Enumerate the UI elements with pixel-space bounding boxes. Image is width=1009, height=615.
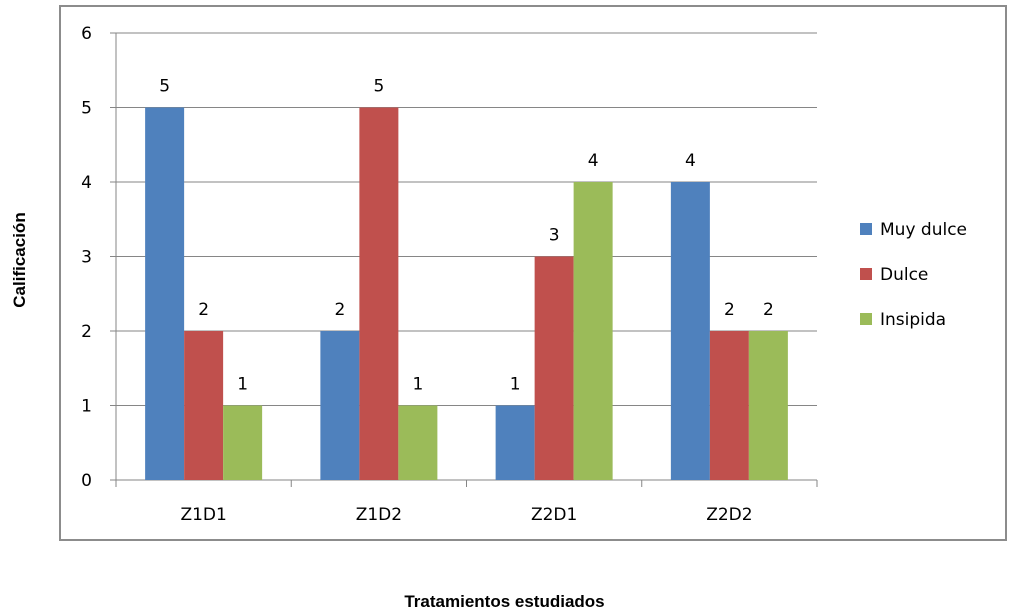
legend-label: Muy dulce (880, 220, 967, 240)
data-label: 1 (510, 375, 521, 395)
y-tick-label: 1 (81, 397, 92, 417)
legend-swatch-dulce (860, 268, 872, 280)
data-label: 3 (549, 226, 560, 246)
data-label: 2 (724, 300, 735, 320)
bar-dulce-z2d2 (709, 331, 749, 480)
bar-insipida-z1d2 (398, 405, 438, 480)
y-tick-label: 5 (81, 99, 92, 119)
bar-muy-dulce-z2d1 (495, 405, 535, 480)
data-label: 2 (198, 300, 209, 320)
bar-insipida-z2d1 (573, 182, 613, 480)
x-tick-label: Z1D1 (180, 505, 226, 525)
bar-insipida-z2d2 (748, 331, 788, 480)
bar-dulce-z1d1 (184, 331, 224, 480)
data-label: 4 (685, 151, 696, 171)
bar-muy-dulce-z2d2 (670, 182, 710, 480)
legend-swatch-insipida (860, 313, 872, 325)
data-label: 1 (412, 375, 423, 395)
data-labels: 5 2 1 2 5 1 1 3 4 4 2 2 (159, 77, 774, 395)
x-axis-title: Tratamientos estudiados (404, 592, 605, 611)
data-label: 4 (588, 151, 599, 171)
data-label: 5 (159, 77, 170, 97)
x-tick-label: Z2D2 (706, 505, 752, 525)
y-tick-label: 2 (81, 322, 92, 342)
bar-muy-dulce-z1d2 (320, 331, 360, 480)
y-axis-title: Calificación (10, 212, 29, 308)
legend-label: Insipida (880, 310, 946, 330)
x-tick-label: Z2D1 (531, 505, 577, 525)
bar-dulce-z2d1 (534, 256, 574, 480)
y-tick-labels: 0 1 2 3 4 5 6 (81, 24, 92, 491)
data-label: 2 (763, 300, 774, 320)
y-tick-label: 6 (81, 24, 92, 44)
data-label: 2 (334, 300, 345, 320)
legend: Muy dulce Dulce Insipida (860, 220, 967, 330)
y-tick-label: 0 (81, 471, 92, 491)
data-label: 1 (237, 375, 248, 395)
bars (145, 107, 788, 480)
y-tick-label: 4 (81, 173, 92, 193)
x-tick-labels: Z1D1 Z1D2 Z2D1 Z2D2 (180, 505, 752, 525)
bar-insipida-z1d1 (223, 405, 263, 480)
y-tick-label: 3 (81, 248, 92, 268)
legend-label: Dulce (880, 265, 928, 285)
data-label: 5 (373, 77, 384, 97)
x-tick-label: Z1D2 (356, 505, 402, 525)
legend-swatch-muy-dulce (860, 223, 872, 235)
bar-muy-dulce-z1d1 (145, 107, 185, 480)
bar-dulce-z1d2 (359, 107, 399, 480)
